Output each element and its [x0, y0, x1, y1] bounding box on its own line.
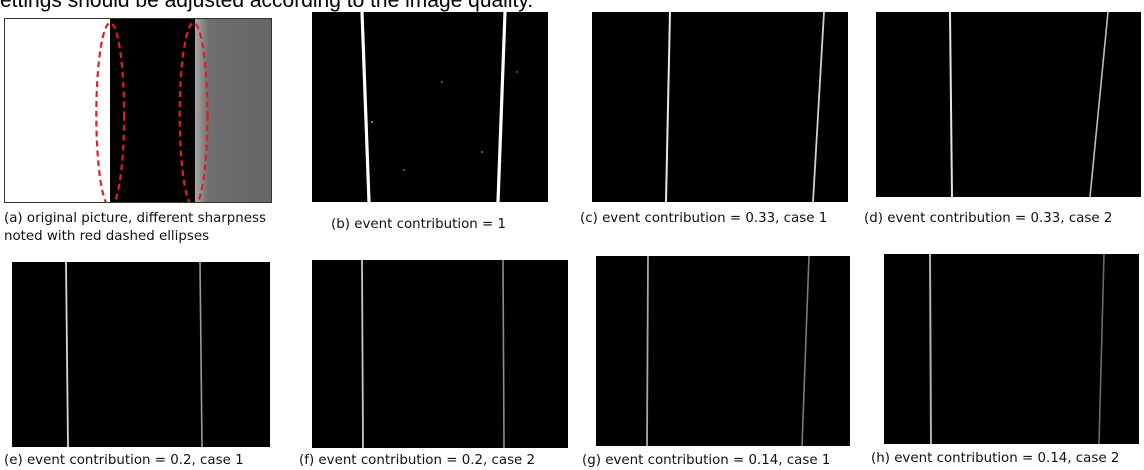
panel-e-event-image — [12, 262, 270, 447]
caption-a-line-1: (a) original picture, different sharpnes… — [4, 211, 266, 226]
event-line-left — [949, 12, 953, 197]
caption-h-line: (h) event contribution = 0.14, case 2 — [871, 451, 1120, 466]
caption-c-line: (c) event contribution = 0.33, case 1 — [580, 211, 828, 226]
caption-c: (c) event contribution = 0.33, case 1 — [580, 210, 827, 228]
event-line-left — [360, 12, 371, 202]
caption-d: (d) event contribution = 0.33, case 2 — [864, 210, 1112, 228]
event-line-right — [502, 260, 505, 448]
event-lines — [646, 256, 810, 446]
caption-d-line: (d) event contribution = 0.33, case 2 — [864, 211, 1113, 226]
event-line-left — [65, 262, 69, 447]
ellipse-overlay — [95, 21, 209, 202]
noise-dot — [371, 121, 373, 123]
event-line-left — [665, 12, 671, 202]
caption-b: (b) event contribution = 1 — [331, 216, 506, 234]
noise-dot — [516, 71, 518, 73]
event-lines — [360, 12, 518, 202]
caption-b-line: (b) event contribution = 1 — [331, 217, 507, 232]
panel-b-event-image — [312, 12, 548, 202]
panel-h-event-image — [884, 254, 1139, 444]
red-dashed-ellipse-right — [178, 21, 209, 202]
panel-d-event-image — [876, 12, 1141, 197]
noise-dot — [403, 169, 405, 171]
event-line-right — [812, 12, 825, 202]
event-lines — [65, 262, 203, 447]
caption-e-line: (e) event contribution = 0.2, case 1 — [4, 453, 244, 468]
panel-c-event-image — [592, 12, 848, 202]
caption-g: (g) event contribution = 0.14, case 1 — [582, 452, 830, 470]
caption-e: (e) event contribution = 0.2, case 1 — [4, 452, 244, 470]
event-line-left — [646, 256, 649, 446]
red-dashed-ellipse-left — [95, 21, 126, 202]
event-line-right — [801, 256, 810, 446]
event-line-right — [1098, 254, 1105, 444]
event-line-left — [361, 260, 364, 448]
panel-g-event-image — [596, 256, 850, 446]
event-lines — [949, 12, 1109, 197]
event-line-left — [929, 254, 932, 444]
panel-f-event-image — [312, 260, 568, 448]
caption-h: (h) event contribution = 0.14, case 2 — [871, 450, 1119, 468]
panel-a-original-picture — [4, 18, 272, 203]
event-line-right — [1089, 12, 1109, 197]
event-lines — [929, 254, 1105, 444]
noise-dot — [441, 81, 443, 83]
noise-dot — [481, 151, 483, 153]
grey-band — [195, 19, 271, 202]
caption-f: (f) event contribution = 0.2, case 2 — [299, 452, 535, 470]
event-line-right — [199, 262, 203, 447]
caption-f-line: (f) event contribution = 0.2, case 2 — [299, 453, 536, 468]
event-lines — [665, 12, 825, 202]
event-lines — [361, 260, 505, 448]
caption-a: (a) original picture, different sharpnes… — [4, 210, 266, 246]
event-line-right — [496, 12, 507, 202]
caption-a-line-2: noted with red dashed ellipses — [4, 229, 210, 244]
header-text: ettings should be adjusted according to … — [0, 0, 534, 12]
caption-g-line: (g) event contribution = 0.14, case 1 — [582, 453, 831, 468]
